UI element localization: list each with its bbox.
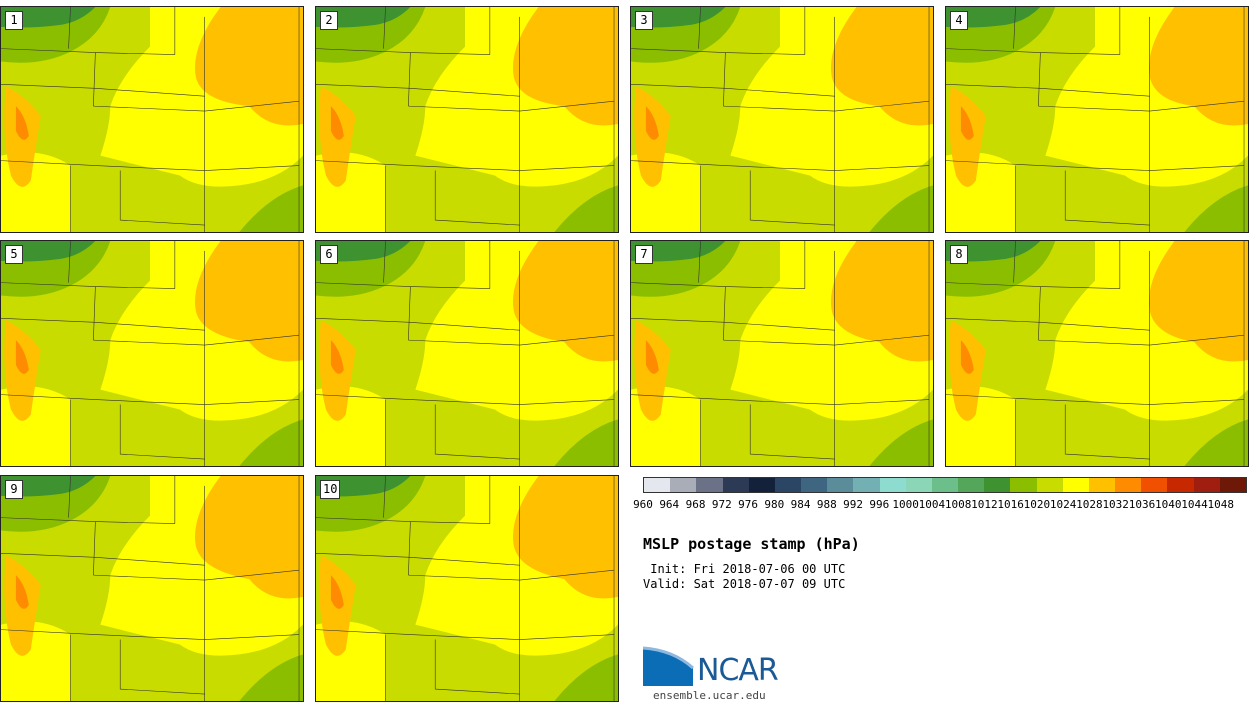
colorbar-segment: [670, 478, 697, 492]
stamp-number: 7: [635, 245, 653, 264]
stamp-panel-7[interactable]: 7: [630, 240, 934, 467]
colorbar-segment: [958, 478, 985, 492]
stamp-number: 3: [635, 11, 653, 30]
colorbar-tick-label: 976: [738, 498, 758, 511]
mslp-map: [1, 476, 303, 701]
chart-title: MSLP postage stamp (hPa): [643, 535, 860, 553]
colorbar-segment: [1088, 478, 1116, 492]
stamp-panel-6[interactable]: 6: [315, 240, 619, 467]
mslp-map: [316, 476, 618, 701]
colorbar-segment: [905, 478, 932, 492]
colorbar-tick-labels: 960 964 968 972 976 980 984 988 992 996 1000 1004 10…: [633, 498, 1247, 512]
colorbar-tick-label: 1024: [1049, 498, 1077, 511]
stamp-number: 9: [5, 480, 23, 499]
mslp-map: [631, 7, 933, 232]
stamp-number: 5: [5, 245, 23, 264]
colorbar-tick-label: 960: [633, 498, 653, 511]
colorbar-tick-label: 984: [790, 498, 811, 511]
site-url[interactable]: ensemble.ucar.edu: [653, 689, 766, 702]
mslp-map: [1, 7, 303, 232]
mslp-map: [316, 241, 618, 466]
stamp-number: 10: [320, 480, 341, 499]
colorbar-tick-label: 980: [764, 498, 785, 511]
stamp-panel-4[interactable]: 4: [945, 6, 1249, 233]
mslp-colorbar: [643, 477, 1247, 493]
colorbar-tick-label: 1004: [918, 498, 946, 511]
colorbar-tick-label: 988: [816, 498, 837, 511]
colorbar-segment: [1115, 478, 1142, 492]
colorbar-segment: [984, 478, 1011, 492]
colorbar-tick-label: 1012: [971, 498, 998, 511]
valid-time: Valid: Sat 2018-07-07 09 UTC: [643, 577, 846, 591]
colorbar-segment: [1167, 478, 1194, 492]
colorbar-segment: [931, 478, 959, 492]
colorbar-tick-label: 992: [843, 498, 864, 511]
colorbar-segment: [722, 478, 749, 492]
stamp-number: 2: [320, 11, 338, 30]
mslp-map: [316, 7, 618, 232]
mslp-map: [1, 241, 303, 466]
colorbar-tick-label: 968: [685, 498, 706, 511]
colorbar-segment: [748, 478, 775, 492]
stamp-panel-3[interactable]: 3: [630, 6, 934, 233]
colorbar-tick-label: 1048: [1207, 498, 1234, 511]
mslp-map: [946, 241, 1248, 466]
colorbar-segment: [1062, 478, 1089, 492]
init-time: Init: Fri 2018-07-06 00 UTC: [643, 562, 846, 576]
colorbar-segment: [827, 478, 854, 492]
stamp-panel-8[interactable]: 8: [945, 240, 1249, 467]
colorbar-segment: [774, 478, 802, 492]
stamp-panel-1[interactable]: 1: [0, 6, 304, 233]
colorbar-segment: [1141, 478, 1168, 492]
ncar-logo-text: NCAR: [697, 653, 779, 688]
colorbar-tick-label: 1020: [1023, 498, 1051, 511]
colorbar-tick-label: 1040: [1154, 498, 1182, 511]
colorbar-tick-label: 1008: [944, 498, 972, 511]
ncar-logo-icon: [643, 646, 695, 686]
stamp-number: 1: [5, 11, 23, 30]
colorbar-segment: [644, 478, 671, 492]
colorbar-tick-label: 964: [659, 498, 680, 511]
stamp-number: 8: [950, 245, 968, 264]
colorbar-segment: [853, 478, 880, 492]
colorbar-tick-label: 1044: [1181, 498, 1208, 511]
colorbar-segment: [1010, 478, 1037, 492]
colorbar-segment: [1219, 478, 1246, 492]
colorbar-tick-label: 1032: [1102, 498, 1129, 511]
colorbar-segment: [879, 478, 906, 492]
stamp-panel-2[interactable]: 2: [315, 6, 619, 233]
colorbar-tick-label: 972: [711, 498, 732, 511]
mslp-map: [946, 7, 1248, 232]
colorbar-segment: [801, 478, 828, 492]
colorbar-tick-label: 1000: [892, 498, 919, 511]
colorbar-tick-label: 996: [869, 498, 890, 511]
colorbar-segment: [696, 478, 723, 492]
colorbar-tick-label: 1028: [1076, 498, 1103, 511]
colorbar-segment: [1036, 478, 1063, 492]
stamp-panel-10[interactable]: 10: [315, 475, 619, 702]
mslp-map: [631, 241, 933, 466]
stamp-number: 6: [320, 245, 338, 264]
colorbar-segment: [1193, 478, 1220, 492]
colorbar-tick-label: 1036: [1128, 498, 1156, 511]
colorbar-tick-label: 1016: [997, 498, 1024, 511]
stamp-panel-5[interactable]: 5: [0, 240, 304, 467]
stamp-number: 4: [950, 11, 968, 30]
stamp-panel-9[interactable]: 9: [0, 475, 304, 702]
